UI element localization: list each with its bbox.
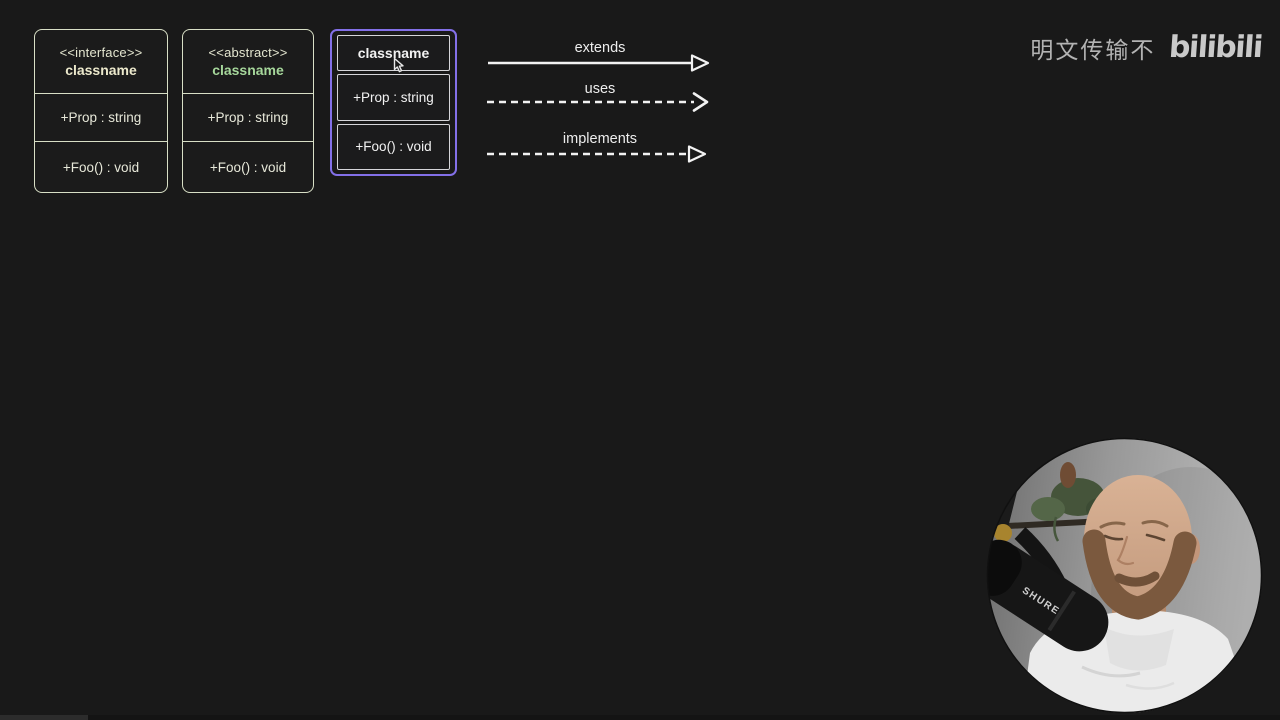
class-name: classname [212,62,284,78]
property-text: +Prop : string [353,89,434,105]
webcam-overlay: SHURE [986,437,1263,714]
property-compartment[interactable]: +Prop : string [337,74,450,121]
watermark-text: 明文传输不 [1030,36,1156,63]
beard [1082,529,1197,620]
method-compartment[interactable]: +Foo() : void [337,123,450,170]
method-text: +Foo() : void [209,159,287,175]
bilibili-logo: bilibili [1168,30,1264,65]
arrow-label-extends[interactable]: extends [574,40,626,56]
class-title-compartment[interactable]: <<abstract>> classname [183,30,313,93]
player-progress-bar[interactable] [0,715,1280,720]
class-name: classname [357,45,430,61]
arrow-extends[interactable] [488,54,710,72]
method-compartment[interactable]: +Foo() : void [35,141,167,192]
progress-played-segment [0,715,88,720]
uml-class-selected[interactable]: classname +Prop : string +Foo() : void [330,29,457,176]
relationship-arrows [487,54,710,163]
method-text: +Foo() : void [62,159,140,175]
class-name: classname [65,62,137,78]
arrow-label-implements[interactable]: implements [562,131,638,147]
class-stereotype: <<abstract>> [208,45,288,60]
mouse-cursor-icon [393,57,404,73]
class-stereotype: <<interface>> [59,45,143,60]
method-compartment[interactable]: +Foo() : void [183,141,313,192]
arrow-label-uses[interactable]: uses [584,81,616,97]
webcam-picture: SHURE [986,437,1263,714]
method-text: +Foo() : void [355,139,432,155]
class-title-compartment[interactable]: <<interface>> classname [35,30,167,93]
property-text: +Prop : string [207,110,289,125]
property-compartment[interactable]: +Prop : string [183,93,313,141]
channel-watermark: 明文传输不 bilibili [1030,30,1264,65]
arrow-implements[interactable] [487,145,707,163]
property-compartment[interactable]: +Prop : string [35,93,167,141]
uml-class-abstract[interactable]: <<abstract>> classname +Prop : string +F… [182,29,314,193]
class-title-compartment[interactable]: classname [337,35,450,71]
property-text: +Prop : string [60,110,142,125]
uml-class-interface[interactable]: <<interface>> classname +Prop : string +… [34,29,168,193]
arrow-uses[interactable] [487,92,709,112]
